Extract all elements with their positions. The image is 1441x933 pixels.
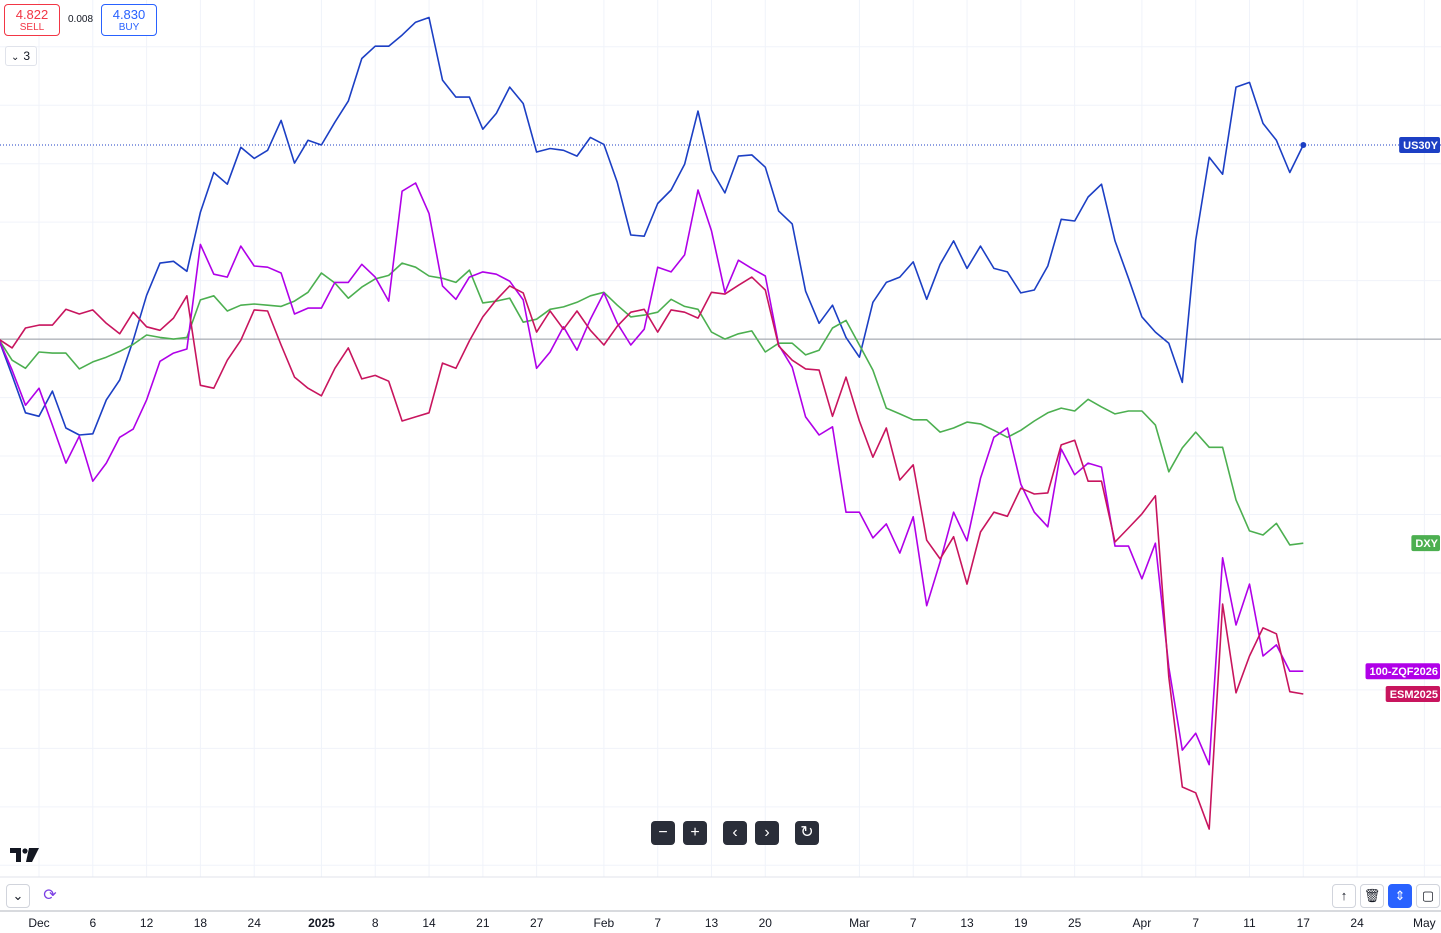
zoom-in[interactable]: + <box>683 821 707 845</box>
series-label: ESM2025 <box>1390 689 1438 701</box>
auto-scale[interactable]: ⇕ <box>1388 884 1412 908</box>
x-tick-label: 27 <box>530 916 544 930</box>
sell-price: 4.822 <box>15 7 49 22</box>
x-tick-label: 14 <box>422 916 436 930</box>
buy-label: BUY <box>118 22 140 33</box>
spread: 0.008 <box>68 14 94 25</box>
x-tick-label: 7 <box>654 916 661 930</box>
zoom-out[interactable]: − <box>651 821 675 845</box>
series-label: 100-ZQF2026 <box>1370 666 1438 678</box>
reset[interactable]: ↻ <box>795 821 819 845</box>
x-tick-label: Mar <box>849 916 870 930</box>
series-line <box>0 276 1304 830</box>
indicators-toggle[interactable]: ⌄ 3 <box>5 46 37 66</box>
range-menu[interactable]: ⌄ <box>6 884 30 908</box>
x-tick-label: 24 <box>248 916 262 930</box>
buy-button[interactable]: 4.830 BUY <box>101 4 157 36</box>
buy-price: 4.830 <box>112 7 146 22</box>
x-tick-label: May <box>1413 916 1436 930</box>
x-tick-label: 18 <box>194 916 208 930</box>
x-tick-label: 12 <box>140 916 154 930</box>
series-label: DXY <box>1415 538 1438 550</box>
x-tick-label: 13 <box>960 916 974 930</box>
x-tick-label: 11 <box>1243 916 1256 930</box>
delete[interactable]: 🗑 <box>1360 884 1384 908</box>
series-label: US30Y <box>1403 140 1439 152</box>
last-value-dot <box>1300 141 1307 148</box>
scroll-top[interactable]: ↑ <box>1332 884 1356 908</box>
sell-label: SELL <box>19 22 45 33</box>
series-line <box>0 16 1305 436</box>
series-label-bg <box>1411 535 1440 552</box>
sync-button[interactable]: ⟳ <box>43 887 57 904</box>
x-tick-label: 7 <box>910 916 917 930</box>
x-tick-label: 24 <box>1350 916 1364 930</box>
tv-logo <box>10 848 39 862</box>
x-tick-label: 20 <box>759 916 773 930</box>
x-tick-label: 7 <box>1192 916 1199 930</box>
x-tick-label: 21 <box>476 916 490 930</box>
scroll-left[interactable]: ‹ <box>723 821 747 845</box>
indicator-count: 3 <box>23 49 31 63</box>
fullscreen[interactable]: ▢ <box>1416 884 1440 908</box>
series-line <box>0 182 1304 766</box>
grid <box>0 0 1441 877</box>
x-tick-label: Apr <box>1133 916 1152 930</box>
x-tick-label: 19 <box>1014 916 1028 930</box>
series-label-bg <box>1399 136 1440 153</box>
x-tick-label: 13 <box>705 916 719 930</box>
series-label-bg <box>1385 685 1440 702</box>
sell-button[interactable]: 4.822 SELL <box>4 4 60 36</box>
scroll-right[interactable]: › <box>755 821 779 845</box>
x-tick-label: Feb <box>594 916 615 930</box>
x-tick-label: 8 <box>372 916 379 930</box>
x-tick-label: Dec <box>28 916 49 930</box>
series-label-bg <box>1365 663 1440 680</box>
x-tick-label: 2025 <box>308 916 335 930</box>
x-tick-label: 17 <box>1297 916 1311 930</box>
x-tick-label: 25 <box>1068 916 1082 930</box>
series-line <box>0 262 1304 546</box>
lines <box>0 16 1305 830</box>
x-tick-label: 6 <box>89 916 96 930</box>
